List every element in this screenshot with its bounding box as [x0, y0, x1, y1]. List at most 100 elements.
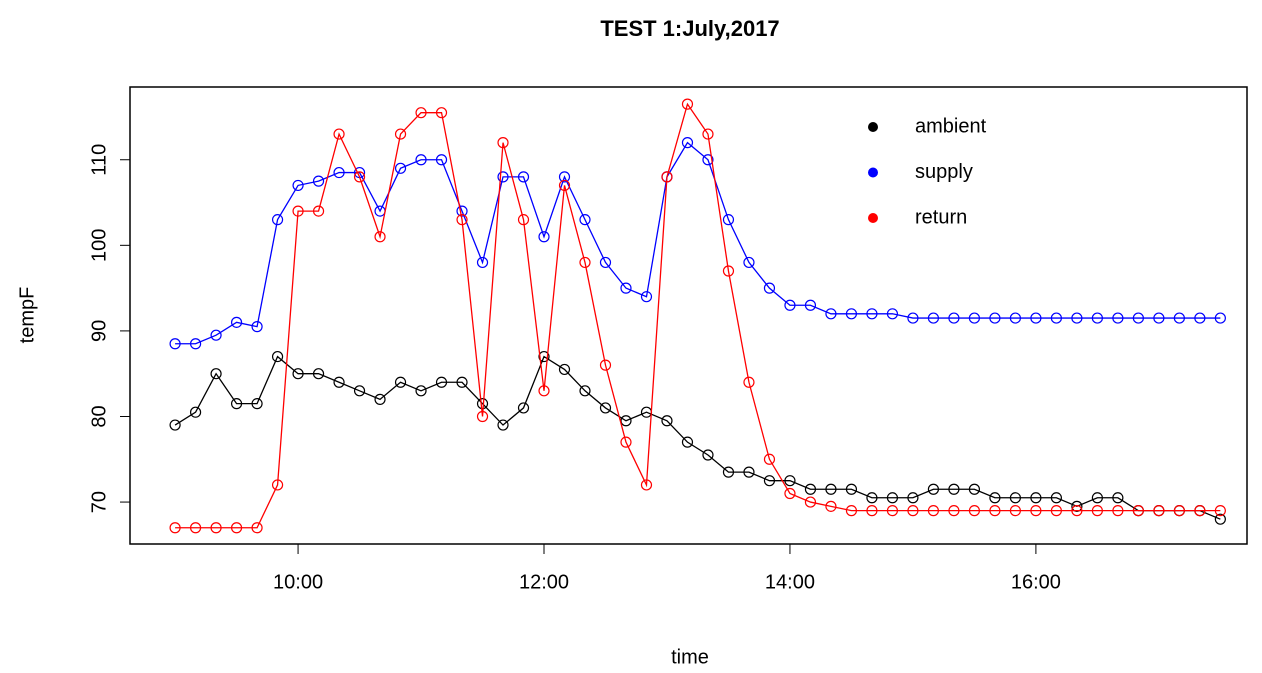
data-point — [517, 214, 530, 226]
y-tick-label: 80 — [88, 405, 110, 427]
data-point — [763, 282, 776, 294]
data-point — [702, 128, 714, 140]
data-point — [579, 214, 591, 226]
y-tick-label: 100 — [88, 229, 110, 262]
x-tick-label: 16:00 — [1011, 571, 1061, 593]
data-point — [620, 436, 632, 448]
data-point — [333, 376, 345, 388]
data-point — [292, 179, 304, 192]
data-point — [1009, 492, 1022, 504]
data-point — [886, 505, 899, 517]
data-point — [948, 312, 960, 324]
data-point — [210, 329, 222, 341]
y-tick-label: 110 — [88, 144, 110, 176]
data-point — [1153, 312, 1165, 324]
data-point — [1050, 492, 1062, 504]
data-point — [394, 376, 407, 388]
data-point — [784, 299, 796, 311]
data-point — [804, 299, 817, 311]
data-point — [845, 308, 858, 320]
data-point — [845, 483, 858, 495]
data-point — [230, 398, 243, 410]
data-point — [476, 256, 489, 269]
data-point — [927, 483, 940, 495]
data-point — [558, 171, 571, 183]
data-point — [722, 466, 735, 478]
data-point — [948, 505, 960, 517]
data-point — [599, 402, 612, 414]
data-point — [251, 321, 263, 333]
data-point — [907, 505, 919, 517]
data-point — [558, 179, 571, 192]
data-point — [989, 492, 1001, 504]
data-point — [189, 522, 202, 534]
data-point — [271, 214, 284, 226]
data-point — [1091, 492, 1103, 504]
data-point — [292, 368, 304, 380]
data-point — [989, 505, 1001, 517]
data-point — [1009, 312, 1022, 324]
legend-marker — [868, 167, 878, 178]
data-point — [456, 376, 468, 388]
data-point — [415, 154, 427, 166]
data-point — [517, 171, 530, 183]
data-point — [681, 98, 694, 110]
data-point — [620, 415, 632, 427]
data-point — [292, 205, 304, 217]
data-point — [620, 282, 632, 294]
data-point — [722, 265, 735, 277]
data-point — [169, 338, 181, 350]
data-point — [415, 107, 427, 119]
data-point — [538, 385, 550, 397]
data-point — [1050, 312, 1062, 324]
data-point — [886, 308, 899, 320]
legend-label: return — [915, 206, 967, 228]
series-line — [175, 141, 1221, 345]
data-point — [538, 350, 550, 363]
data-point — [1132, 312, 1144, 324]
data-point — [1214, 513, 1226, 525]
data-point — [169, 419, 181, 431]
data-point — [1153, 505, 1165, 517]
data-point — [435, 376, 448, 388]
data-point — [763, 475, 776, 487]
data-point — [1112, 505, 1124, 517]
data-point — [435, 107, 448, 119]
data-point — [804, 496, 817, 508]
data-point — [1071, 505, 1083, 517]
data-point — [927, 312, 940, 324]
data-point — [927, 505, 940, 517]
data-point — [579, 385, 591, 397]
data-point — [1214, 312, 1226, 324]
data-point — [517, 402, 530, 414]
legend-marker — [868, 122, 878, 132]
y-tick-label: 70 — [88, 491, 110, 513]
series-line — [174, 355, 1221, 520]
data-point — [189, 338, 202, 350]
data-point — [886, 492, 899, 504]
data-point — [579, 256, 591, 269]
data-point — [394, 128, 407, 140]
data-point — [804, 483, 817, 495]
data-point — [1030, 505, 1042, 517]
data-point — [230, 522, 243, 534]
data-point — [763, 453, 776, 465]
data-point — [415, 385, 427, 397]
chart-title: TEST 1:July,2017 — [600, 16, 779, 41]
data-point — [538, 231, 550, 243]
data-point — [497, 171, 509, 183]
data-point — [866, 505, 878, 517]
data-point — [661, 415, 673, 427]
data-point — [1194, 312, 1206, 324]
data-point — [333, 166, 345, 179]
data-point — [456, 205, 468, 217]
data-point — [189, 406, 202, 418]
data-point — [312, 368, 325, 380]
data-point — [312, 175, 325, 187]
data-point — [825, 483, 837, 495]
data-point — [599, 359, 612, 371]
plot-frame — [129, 86, 1248, 545]
data-point — [661, 171, 673, 183]
data-point — [989, 312, 1001, 324]
data-point — [1071, 500, 1083, 512]
